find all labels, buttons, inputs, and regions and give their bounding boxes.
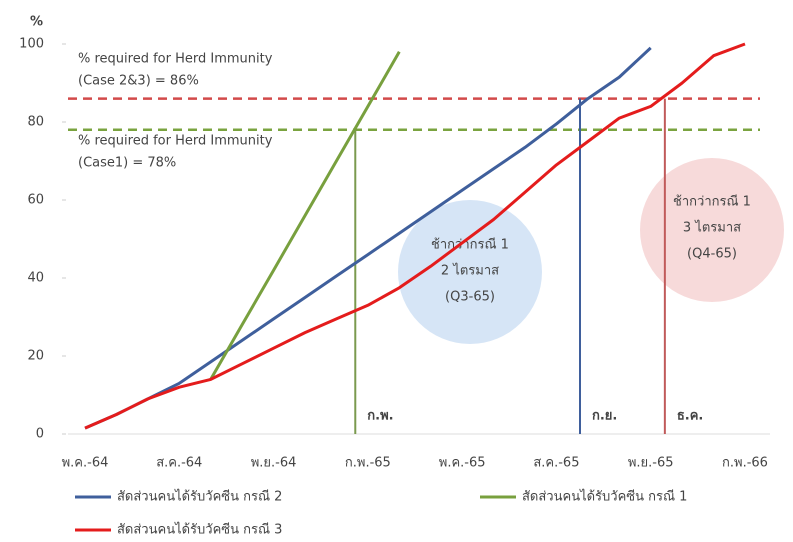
marker-label: ธ.ค. (677, 409, 704, 424)
reference-label: (Case1) = 78% (78, 156, 176, 171)
series-line (84, 42, 746, 430)
x-tick-label: ก.พ.-65 (345, 456, 391, 471)
x-tick-label: ก.พ.-66 (722, 456, 768, 471)
y-tick-label: 100 (19, 37, 44, 52)
legend-label: สัดส่วนคนได้รับวัคซีน กรณี 2 (117, 489, 282, 505)
marker-label: ก.พ. (367, 409, 393, 424)
x-tick-label: พ.ค.-64 (62, 456, 109, 471)
y-tick-label: 60 (27, 193, 44, 208)
y-tick-label: 80 (27, 115, 44, 130)
callout-text: (Q3-65) (445, 290, 495, 305)
callout-bubble (398, 200, 542, 344)
x-tick-label: พ.ย.-65 (628, 456, 674, 471)
series-line (84, 46, 652, 430)
callout-text: ช้ากว่ากรณี 1 (431, 237, 509, 253)
x-tick-label: พ.ย.-64 (251, 456, 297, 471)
legend-label: สัดส่วนคนได้รับวัคซีน กรณี 3 (117, 522, 282, 538)
reference-label: % required for Herd Immunity (78, 52, 273, 67)
y-tick-label: 0 (36, 427, 44, 442)
callout-text: (Q4-65) (687, 247, 737, 262)
reference-label: % required for Herd Immunity (78, 134, 273, 149)
x-tick-label: ส.ค.-65 (533, 456, 579, 471)
reference-label: (Case 2&3) = 86% (78, 74, 199, 89)
series-line (209, 51, 401, 381)
x-tick-label: ส.ค.-64 (156, 456, 202, 471)
callout-text: 2 ไตรมาส (441, 263, 499, 279)
y-axis-label: % (30, 15, 43, 30)
callout-bubble (640, 158, 784, 302)
y-tick-label: 40 (27, 271, 44, 286)
x-tick-label: พ.ค.-65 (439, 456, 486, 471)
marker-label: ก.ย. (592, 409, 617, 424)
callout-text: 3 ไตรมาส (683, 220, 741, 236)
callout-text: ช้ากว่ากรณี 1 (673, 194, 751, 210)
y-tick-label: 20 (27, 349, 44, 364)
legend-label: สัดส่วนคนได้รับวัคซีน กรณี 1 (522, 489, 687, 505)
